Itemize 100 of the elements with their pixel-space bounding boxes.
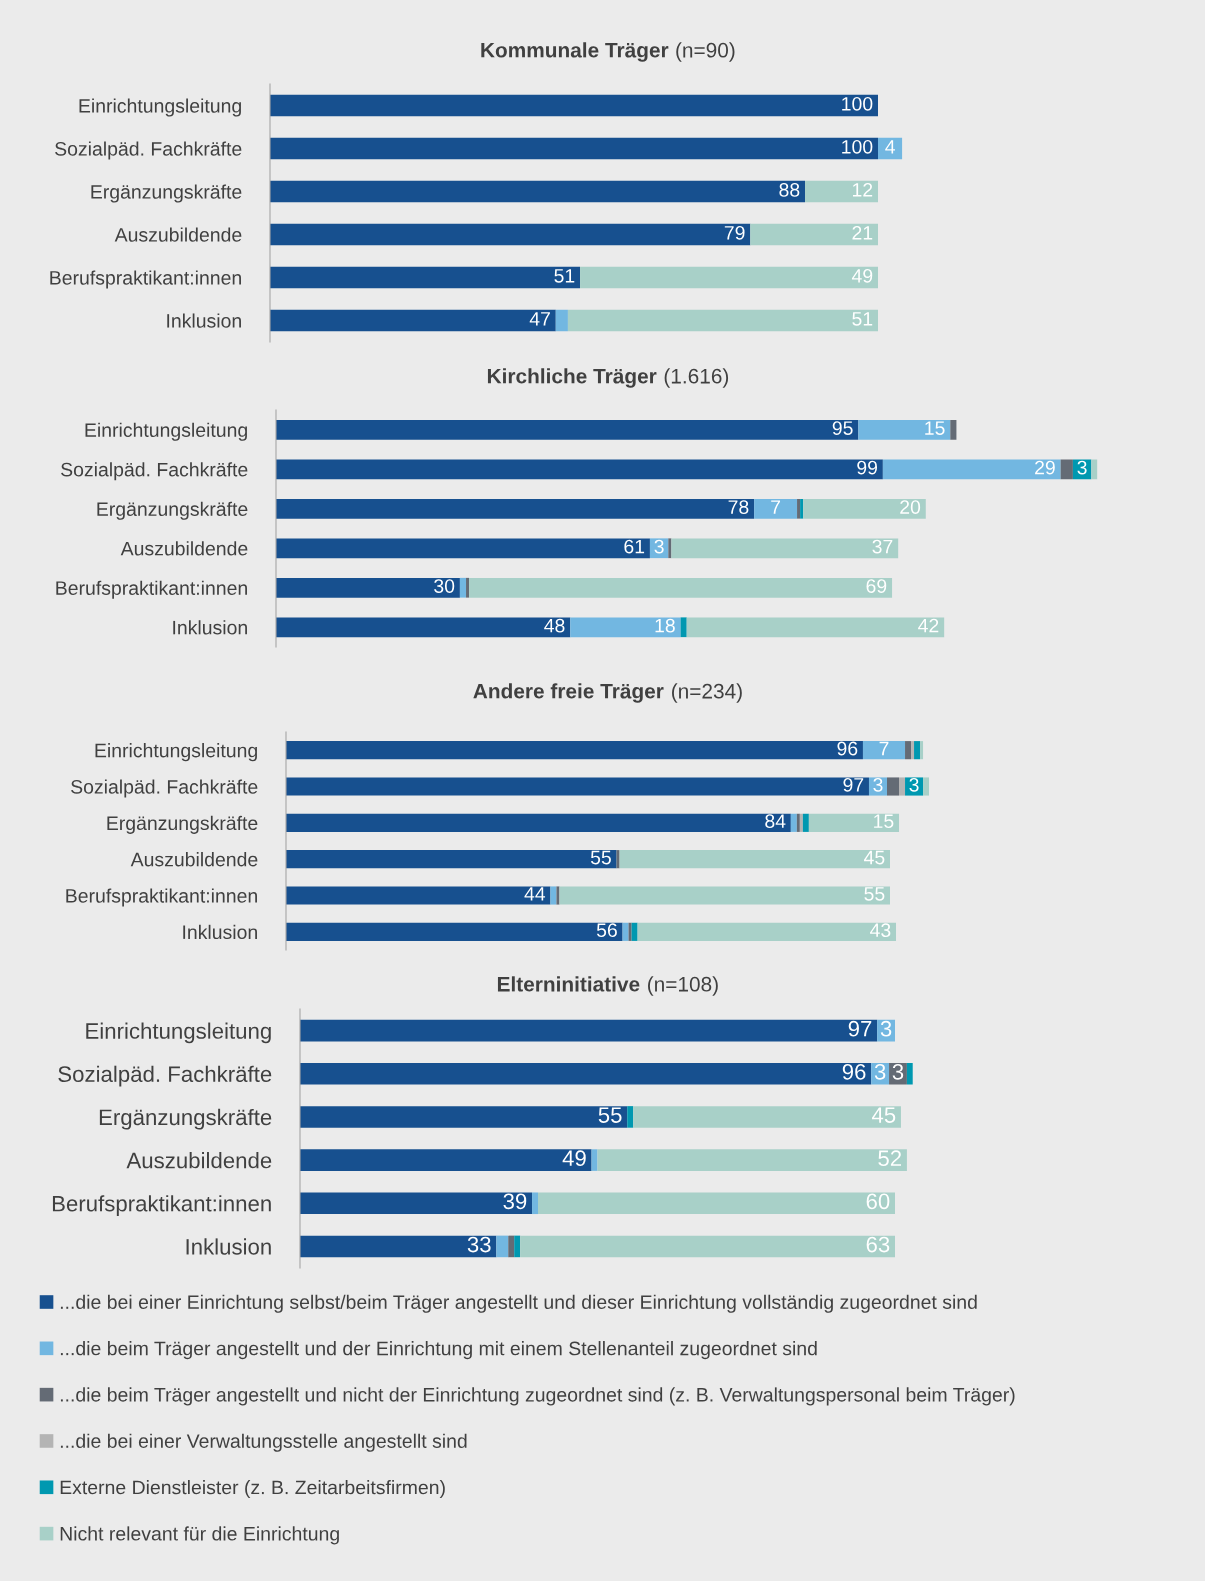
bar bbox=[270, 223, 751, 246]
data-label: 97 bbox=[843, 777, 864, 792]
y-tick-label: Einrichtungsleitung bbox=[86, 1022, 271, 1044]
data-label: 55 bbox=[864, 887, 885, 901]
bar bbox=[882, 459, 1061, 480]
data-label: 15 bbox=[874, 814, 894, 829]
bar bbox=[286, 886, 551, 905]
bar bbox=[862, 741, 906, 760]
bar bbox=[637, 922, 897, 941]
bar bbox=[591, 1149, 598, 1171]
y-tick-label: Berufspraktikant:innen bbox=[52, 1195, 271, 1216]
bar bbox=[868, 777, 887, 796]
bar bbox=[631, 922, 638, 941]
data-label: 3 bbox=[874, 1063, 886, 1080]
y-tick-label: Auszubildende bbox=[130, 852, 258, 867]
bar bbox=[286, 777, 869, 796]
data-label: 96 bbox=[837, 741, 858, 756]
data-label: 95 bbox=[832, 421, 853, 435]
bar bbox=[616, 850, 620, 869]
bar bbox=[466, 577, 470, 598]
data-label: 39 bbox=[503, 1193, 527, 1210]
legend-label: Nicht relevant für die Einrichtung bbox=[60, 1526, 339, 1545]
bar bbox=[899, 777, 906, 796]
bar bbox=[276, 577, 460, 598]
data-label: 42 bbox=[918, 618, 939, 633]
legend-label: ...die bei einer Verwaltungsstelle angestellt sind bbox=[60, 1433, 467, 1452]
bar bbox=[750, 223, 878, 246]
bar bbox=[1091, 459, 1098, 480]
bar bbox=[633, 1106, 901, 1128]
bar bbox=[300, 1062, 872, 1085]
bar bbox=[905, 777, 924, 796]
data-label: 100 bbox=[842, 139, 873, 154]
bar bbox=[805, 180, 878, 203]
bar bbox=[905, 741, 912, 760]
bar bbox=[300, 1192, 533, 1215]
y-tick-label: Berufspraktikant:innen bbox=[66, 888, 257, 907]
bar bbox=[559, 886, 891, 905]
bar bbox=[300, 1106, 628, 1128]
legend-label: Externe Dienstleister (z. B. Zeitarbeitsfirmen) bbox=[60, 1480, 445, 1499]
chart-title: Andere freie Träger (n=234) bbox=[473, 683, 742, 703]
y-tick-label: Ergänzungskräfte bbox=[99, 1108, 272, 1130]
data-label: 30 bbox=[434, 579, 455, 593]
data-label: 55 bbox=[598, 1107, 622, 1123]
data-label: 47 bbox=[529, 312, 550, 326]
y-tick-label: Auszubildende bbox=[114, 227, 242, 242]
y-tick-label: Sozialpäd. Fachkräfte bbox=[61, 462, 248, 481]
bar bbox=[520, 1235, 895, 1258]
legend-label: ...die beim Träger angestellt und nicht der Einrichtung zugeordnet sind (z. B. Verwaltungspersonal beim Träger) bbox=[60, 1387, 1015, 1406]
chart-title: Kirchliche Träger (1.616) bbox=[487, 368, 729, 388]
data-label: 97 bbox=[848, 1020, 872, 1037]
bar bbox=[911, 741, 915, 760]
y-tick-label: Einrichtungsleitung bbox=[79, 98, 241, 117]
data-label: 79 bbox=[724, 225, 745, 240]
data-label: 88 bbox=[779, 182, 800, 197]
bar bbox=[286, 922, 623, 941]
bar bbox=[668, 538, 672, 559]
data-label: 99 bbox=[857, 460, 878, 475]
bar bbox=[858, 419, 951, 440]
bar bbox=[276, 459, 883, 480]
data-label: 12 bbox=[852, 182, 873, 197]
bar bbox=[276, 419, 859, 440]
bar bbox=[920, 741, 924, 760]
bar bbox=[597, 1149, 907, 1171]
bar bbox=[459, 577, 467, 598]
bar bbox=[790, 813, 797, 832]
data-label: 78 bbox=[728, 500, 749, 514]
bar bbox=[754, 498, 798, 519]
bar bbox=[300, 1149, 592, 1171]
data-label: 69 bbox=[866, 579, 887, 593]
bar bbox=[567, 309, 878, 332]
y-tick-label: Inklusion bbox=[183, 924, 257, 940]
bar bbox=[270, 180, 806, 203]
legend-label: ...die bei einer Einrichtung selbst/beim Träger angestellt und dieser Einrichtung vollständig zugeordnet sind bbox=[60, 1294, 977, 1313]
bar bbox=[808, 813, 900, 832]
bar bbox=[570, 617, 681, 638]
data-label: 84 bbox=[765, 814, 786, 829]
y-tick-label: Berufspraktikant:innen bbox=[56, 580, 247, 599]
data-label: 43 bbox=[870, 923, 891, 938]
bar bbox=[802, 813, 809, 832]
data-label: 3 bbox=[880, 1020, 892, 1037]
bar bbox=[556, 886, 560, 905]
bar bbox=[923, 777, 930, 796]
y-tick-label: Einrichtungsleitung bbox=[95, 743, 257, 762]
data-label: 21 bbox=[852, 225, 873, 240]
data-label: 48 bbox=[544, 618, 565, 633]
bar bbox=[300, 1019, 878, 1042]
bar bbox=[580, 266, 878, 289]
data-label: 45 bbox=[871, 1107, 896, 1123]
data-label: 3 bbox=[1077, 460, 1087, 475]
bar bbox=[914, 741, 921, 760]
bar bbox=[671, 538, 899, 559]
bar bbox=[514, 1235, 521, 1258]
data-label: 7 bbox=[771, 500, 781, 514]
y-tick-label: Ergänzungskräfte bbox=[97, 501, 248, 520]
data-label: 3 bbox=[909, 777, 919, 792]
data-label: 56 bbox=[596, 923, 617, 938]
bar bbox=[270, 137, 878, 160]
data-label: 60 bbox=[866, 1193, 890, 1210]
data-label: 18 bbox=[655, 618, 675, 633]
data-label: 49 bbox=[562, 1150, 586, 1167]
